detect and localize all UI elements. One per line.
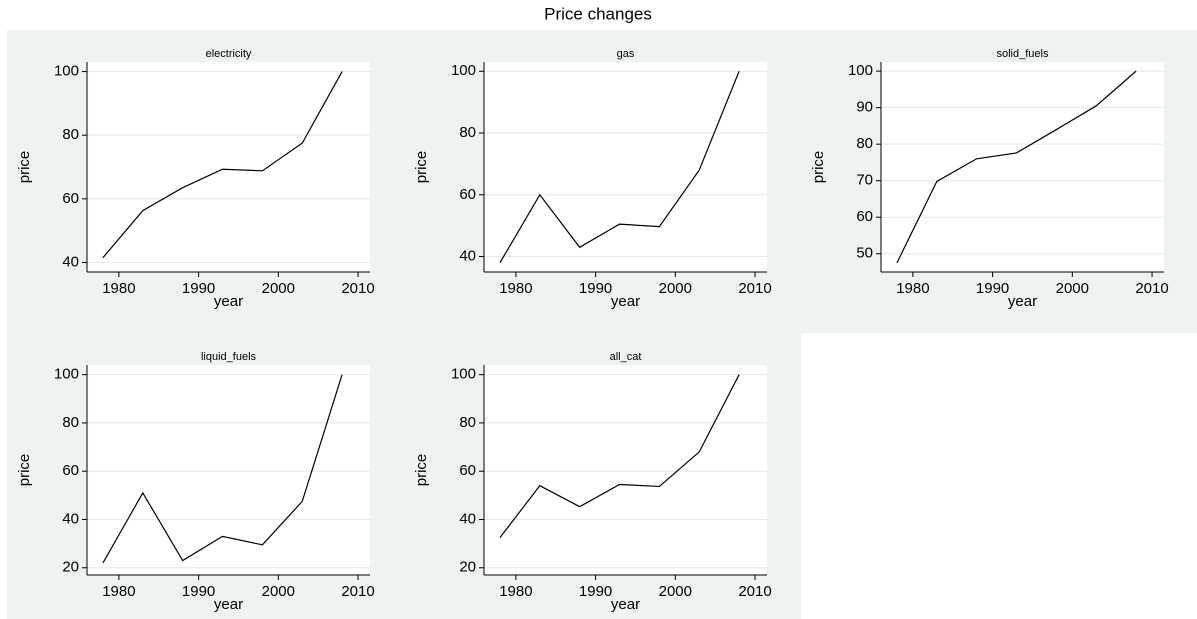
y-tick-label: 40 — [459, 248, 476, 265]
y-axis-label: price — [810, 151, 827, 184]
line — [896, 70, 1137, 264]
panel-title: solid_fuels — [997, 48, 1049, 60]
y-tick-label: 100 — [54, 366, 79, 383]
y-tick-label: 90 — [856, 99, 873, 116]
x-tick-label: 1990 — [182, 583, 215, 600]
y-tick-label: 100 — [54, 63, 79, 80]
x-tick-label: 1980 — [102, 280, 135, 297]
y-tick-label: 40 — [62, 510, 79, 527]
plot-area — [484, 365, 767, 575]
y-axis-label: price — [16, 151, 33, 184]
y-tick-label: 60 — [459, 186, 476, 203]
x-axis-label: year — [214, 596, 243, 613]
y-tick-label: 60 — [62, 462, 79, 479]
x-tick-label: 1990 — [579, 280, 612, 297]
y-axis-label: price — [413, 151, 430, 184]
y-tick-label: 40 — [62, 253, 79, 270]
x-tick-label: 1990 — [182, 280, 215, 297]
x-tick-label: 2010 — [1135, 280, 1168, 297]
y-tick-label: 100 — [451, 62, 476, 79]
y-tick-label: 60 — [459, 462, 476, 479]
y-tick-label: 20 — [459, 559, 476, 576]
line — [102, 71, 343, 259]
x-axis-label: year — [611, 293, 640, 310]
y-tick-label: 80 — [856, 135, 873, 152]
y-tick-label: 80 — [459, 414, 476, 431]
y-tick-label: 50 — [856, 245, 873, 262]
x-axis-label: year — [611, 596, 640, 613]
plot-area — [881, 62, 1164, 272]
x-tick-label: 1980 — [499, 583, 532, 600]
y-tick-label: 40 — [459, 510, 476, 527]
x-tick-label: 2000 — [659, 280, 692, 297]
y-tick-label: 80 — [459, 124, 476, 141]
line — [499, 71, 740, 264]
y-tick-label: 70 — [856, 172, 873, 189]
x-tick-label: 2000 — [1056, 280, 1089, 297]
panel-title: electricity — [206, 48, 252, 60]
x-tick-label: 2010 — [341, 280, 374, 297]
x-tick-label: 2000 — [262, 583, 295, 600]
y-tick-label: 100 — [848, 62, 873, 79]
x-tick-label: 1990 — [579, 583, 612, 600]
y-tick-label: 80 — [62, 414, 79, 431]
x-tick-label: 1980 — [102, 583, 135, 600]
y-tick-label: 80 — [62, 126, 79, 143]
panel-title: liquid_fuels — [201, 351, 257, 363]
y-tick-label: 60 — [62, 190, 79, 207]
plot-area — [87, 365, 370, 575]
x-tick-label: 2010 — [738, 583, 771, 600]
x-tick-label: 2000 — [659, 583, 692, 600]
plot-area — [87, 62, 370, 272]
y-axis-label: price — [16, 454, 33, 487]
panel-title: all_cat — [610, 351, 642, 363]
x-tick-label: 1980 — [499, 280, 532, 297]
y-axis-label: price — [413, 454, 430, 487]
y-tick-label: 60 — [856, 208, 873, 225]
x-tick-label: 2010 — [341, 583, 374, 600]
y-tick-label: 100 — [451, 366, 476, 383]
x-tick-label: 2010 — [738, 280, 771, 297]
plot-area — [484, 62, 767, 272]
panel-title: gas — [617, 48, 635, 60]
x-tick-label: 1990 — [976, 280, 1009, 297]
y-tick-label: 20 — [62, 559, 79, 576]
line — [102, 374, 343, 564]
x-tick-label: 2000 — [262, 280, 295, 297]
x-axis-label: year — [214, 293, 243, 310]
line — [499, 374, 740, 538]
x-tick-label: 1980 — [896, 280, 929, 297]
figure-title: Price changes — [544, 4, 652, 23]
x-axis-label: year — [1008, 293, 1037, 310]
